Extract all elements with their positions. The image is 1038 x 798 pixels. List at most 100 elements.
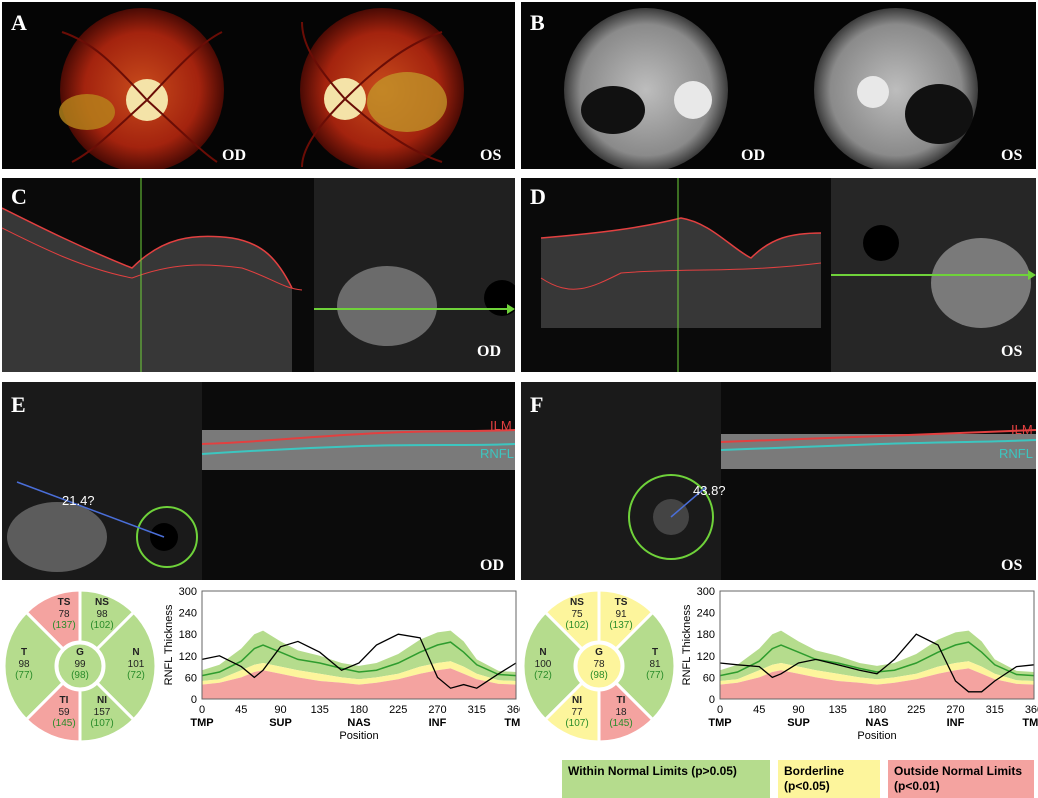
sector-normal-value: (98) bbox=[590, 670, 608, 681]
panel-label-e: E bbox=[11, 392, 26, 417]
eye-label-od: OD bbox=[222, 147, 246, 164]
sector-name: NI bbox=[97, 695, 107, 706]
sector-value: 78 bbox=[58, 609, 70, 620]
angio-disc-os bbox=[857, 76, 889, 108]
sector-name: N bbox=[539, 647, 546, 658]
sector-name: TS bbox=[615, 597, 628, 608]
sector-axis-label: TMP bbox=[190, 717, 213, 729]
sector-axis-label: NAS bbox=[347, 717, 370, 729]
ilm-line-os bbox=[540, 217, 822, 259]
sector-value: 98 bbox=[96, 609, 108, 620]
borderline-band bbox=[720, 661, 1034, 685]
panel-b-angiography: B OD OS bbox=[521, 2, 1036, 169]
y-tick-label: 60 bbox=[185, 672, 197, 684]
angle-line-od bbox=[16, 481, 165, 538]
x-tick-label: 135 bbox=[829, 704, 847, 716]
sector-value: 77 bbox=[571, 707, 583, 718]
rnfl-line-os bbox=[720, 439, 1036, 451]
eye-label-os: OS bbox=[1001, 557, 1023, 574]
y-tick-label: 120 bbox=[179, 651, 197, 663]
sector-value: 101 bbox=[128, 659, 145, 670]
normative-mean-line bbox=[719, 641, 1035, 677]
sector-name: T bbox=[652, 647, 658, 658]
x-tick-label: 90 bbox=[792, 704, 804, 716]
panel-e-rnfl-od: E 21.4? ILM RNFL OD bbox=[2, 382, 515, 580]
x-tick-label: 225 bbox=[907, 704, 925, 716]
lesion-od bbox=[59, 94, 115, 130]
sector-value: 99 bbox=[74, 659, 86, 670]
fundus-images-od-os bbox=[59, 8, 464, 169]
sector-value: 59 bbox=[58, 707, 70, 718]
panel-label-a: A bbox=[11, 10, 27, 35]
sector-normal-value: (107) bbox=[90, 718, 113, 729]
angle-label-od: 21.4? bbox=[62, 493, 95, 508]
sector-normal-value: (77) bbox=[646, 670, 664, 681]
sector-value: 75 bbox=[571, 609, 583, 620]
sector-g bbox=[574, 641, 624, 691]
angio-lesion-os bbox=[905, 84, 973, 144]
legend-within-normal-text: Within Normal Limits (p>0.05) bbox=[568, 764, 737, 778]
normal-band bbox=[202, 630, 516, 681]
patient-rnfl-line bbox=[719, 633, 1035, 693]
x-tick-label: 45 bbox=[235, 704, 247, 716]
y-axis-label: RNFL Thickness bbox=[681, 604, 693, 685]
eye-label-od: OD bbox=[741, 147, 765, 164]
x-tick-label: 270 bbox=[428, 704, 446, 716]
sector-axis-label: TMP bbox=[504, 717, 520, 729]
y-tick-label: 300 bbox=[697, 586, 715, 598]
y-tick-label: 120 bbox=[697, 651, 715, 663]
lesion-os bbox=[367, 72, 447, 132]
sector-normal-value: (107) bbox=[565, 718, 588, 729]
x-tick-label: 360 bbox=[507, 704, 520, 716]
sector-normal-value: (77) bbox=[15, 670, 33, 681]
x-axis-label: Position bbox=[857, 730, 896, 742]
y-tick-label: 300 bbox=[179, 586, 197, 598]
eye-label-os: OS bbox=[480, 147, 502, 164]
panel-c-oct-od: C OD bbox=[2, 178, 515, 372]
sector-name: NI bbox=[572, 695, 582, 706]
rnfl-profile-chart-od: 06012018024030004590135180225270315360TM… bbox=[163, 586, 520, 742]
sector-name: G bbox=[595, 647, 603, 658]
sector-normal-value: (72) bbox=[534, 670, 552, 681]
sector-normal-value: (102) bbox=[90, 620, 113, 631]
borderline-band bbox=[202, 661, 516, 685]
sector-normal-value: (72) bbox=[127, 670, 145, 681]
rnfl-line-od bbox=[201, 443, 515, 455]
panel-d-oct-os: D OS bbox=[521, 178, 1036, 372]
oct-scan-os bbox=[521, 178, 1036, 372]
sector-axis-label: SUP bbox=[269, 717, 292, 729]
ilm-line-od bbox=[2, 207, 293, 289]
rnfl-label-os: RNFL bbox=[999, 446, 1033, 461]
sector-axis-label: TMP bbox=[708, 717, 731, 729]
sector-normal-value: (102) bbox=[565, 620, 588, 631]
x-tick-label: 360 bbox=[1025, 704, 1038, 716]
sector-normal-value: (145) bbox=[52, 718, 75, 729]
eye-label-od: OD bbox=[480, 557, 504, 574]
x-tick-label: 0 bbox=[717, 704, 723, 716]
eye-label-os: OS bbox=[1001, 147, 1023, 164]
sector-normal-value: (137) bbox=[609, 620, 632, 631]
sector-g bbox=[55, 641, 105, 691]
angle-line-os bbox=[670, 486, 707, 518]
angio-lesion-od bbox=[581, 86, 645, 134]
panel-label-f: F bbox=[530, 392, 544, 417]
sector-axis-label: TMP bbox=[1022, 717, 1038, 729]
sector-normal-value: (137) bbox=[52, 620, 75, 631]
y-tick-label: 0 bbox=[709, 694, 715, 706]
sector-name: NS bbox=[95, 597, 109, 608]
y-tick-label: 180 bbox=[697, 629, 715, 641]
y-tick-label: 0 bbox=[191, 694, 197, 706]
scan-circle-od bbox=[136, 506, 198, 568]
y-tick-label: 180 bbox=[179, 629, 197, 641]
legend-outside-normal: Outside Normal Limits (p<0.01) bbox=[888, 760, 1034, 798]
ilm-line-os bbox=[720, 429, 1036, 443]
x-tick-label: 225 bbox=[389, 704, 407, 716]
x-tick-label: 90 bbox=[274, 704, 286, 716]
x-tick-label: 270 bbox=[946, 704, 964, 716]
y-tick-label: 60 bbox=[703, 672, 715, 684]
outside-normal-band bbox=[720, 668, 1034, 699]
normal-band bbox=[720, 630, 1034, 681]
plot-frame bbox=[201, 590, 517, 700]
rnfl-profile-chart-os: 06012018024030004590135180225270315360TM… bbox=[681, 586, 1038, 742]
